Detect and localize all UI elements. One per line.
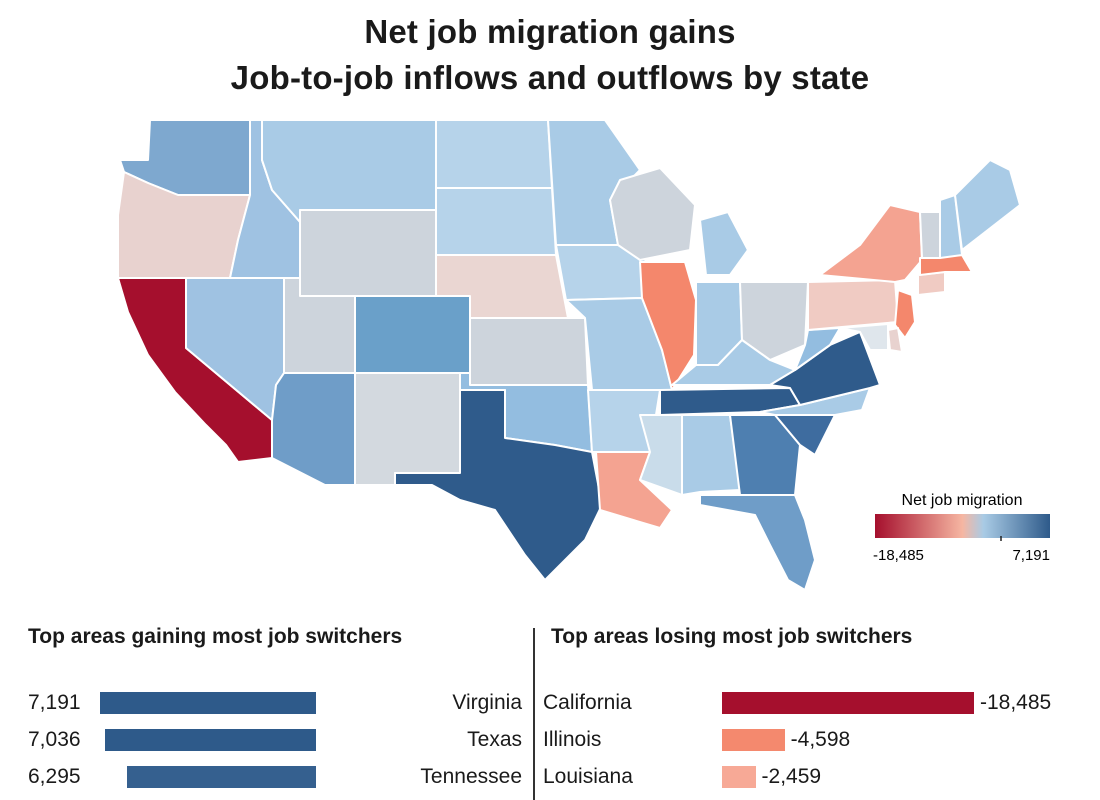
state-KS[interactable] xyxy=(469,317,589,386)
panel-divider xyxy=(533,628,535,800)
losing-value-label: -4,598 xyxy=(790,728,851,751)
state-SD[interactable] xyxy=(435,187,557,256)
state-MT[interactable] xyxy=(261,119,437,223)
gaining-bar xyxy=(104,729,316,751)
legend-color-ramp xyxy=(875,514,1050,538)
gaining-state-name: Texas xyxy=(467,728,522,751)
losing-state-name: Louisiana xyxy=(543,765,633,788)
state-NM[interactable] xyxy=(354,372,461,486)
state-NJ[interactable] xyxy=(894,289,916,339)
state-PA[interactable] xyxy=(807,279,899,331)
state-WY[interactable] xyxy=(299,209,437,297)
state-IL[interactable] xyxy=(639,261,697,391)
state-MI[interactable] xyxy=(699,211,749,276)
legend-max-label: 7,191 xyxy=(1012,547,1050,564)
state-MD[interactable] xyxy=(839,323,889,351)
state-AZ[interactable] xyxy=(271,372,356,486)
losing-heading: Top areas losing most job switchers xyxy=(551,625,913,648)
state-MS[interactable] xyxy=(639,414,683,496)
state-CO[interactable] xyxy=(354,295,471,374)
gaining-value-label: 7,191 xyxy=(28,691,81,714)
us-state-map: Net job migration -18,485 7,191 xyxy=(117,119,1050,591)
losing-bar xyxy=(722,692,974,714)
state-ME[interactable] xyxy=(954,159,1021,251)
gaining-bar xyxy=(100,692,316,714)
gaining-heading: Top areas gaining most job switchers xyxy=(28,625,403,648)
losing-state-name: Illinois xyxy=(543,728,602,751)
losing-row: California -18,485 xyxy=(543,688,1093,718)
losing-row: Illinois -4,598 xyxy=(543,725,1093,755)
chart-title: Net job migration gains xyxy=(364,13,736,50)
gaining-row: 6,295 Tennessee xyxy=(0,762,530,792)
gaining-state-name: Tennessee xyxy=(420,765,522,788)
losing-value-label: -2,459 xyxy=(761,765,822,788)
gaining-value-label: 6,295 xyxy=(28,765,81,788)
state-ND[interactable] xyxy=(435,119,553,189)
legend-title: Net job migration xyxy=(902,492,1023,509)
legend: Net job migration -18,485 7,191 xyxy=(873,492,1050,564)
losing-state-name: California xyxy=(543,691,632,714)
chart-subtitle: Job-to-job inflows and outflows by state xyxy=(230,59,870,96)
state-VT[interactable] xyxy=(919,211,941,259)
gaining-state-name: Virginia xyxy=(452,691,522,714)
legend-min-label: -18,485 xyxy=(873,547,924,564)
state-GA[interactable] xyxy=(729,414,801,496)
gaining-row: 7,191 Virginia xyxy=(0,688,530,718)
losing-row: Louisiana -2,459 xyxy=(543,762,1093,792)
state-WI[interactable] xyxy=(609,167,696,261)
state-OH[interactable] xyxy=(739,281,809,361)
gaining-bar xyxy=(126,766,316,788)
gaining-value-label: 7,036 xyxy=(28,728,81,751)
state-AL[interactable] xyxy=(681,414,741,496)
state-DE[interactable] xyxy=(887,327,903,353)
state-TX[interactable] xyxy=(394,389,603,581)
losing-bar xyxy=(722,729,785,751)
losing-bar xyxy=(722,766,756,788)
losing-value-label: -18,485 xyxy=(980,691,1052,714)
state-NY[interactable] xyxy=(819,204,923,283)
gaining-row: 7,036 Texas xyxy=(0,725,530,755)
state-FL[interactable] xyxy=(699,494,816,591)
